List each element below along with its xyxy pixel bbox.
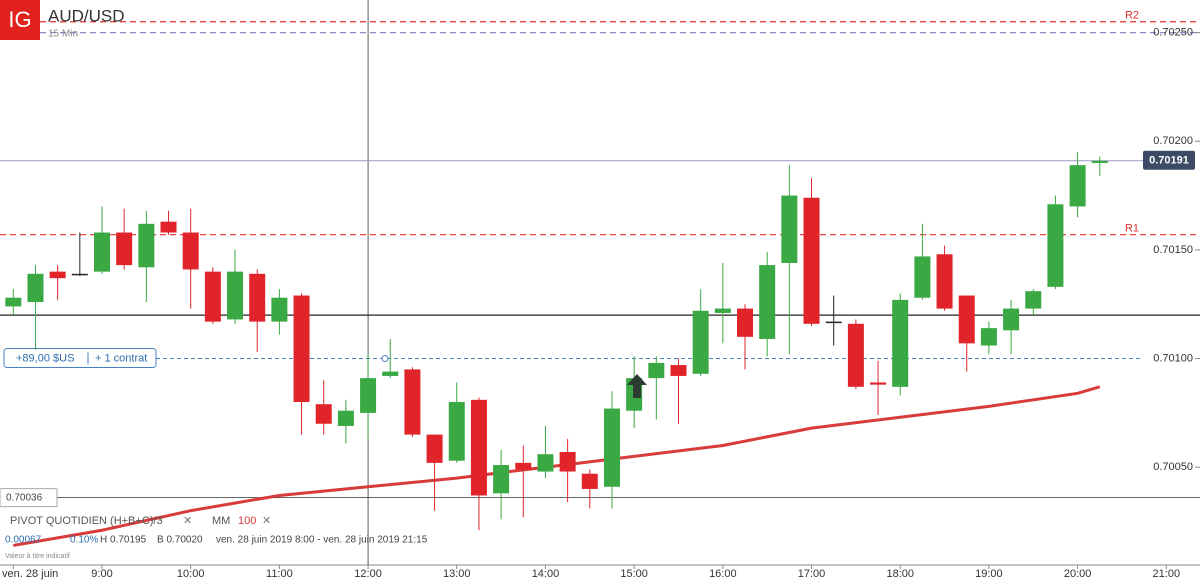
x-tick-label: 10:00 (177, 568, 205, 580)
position-size: + 1 contrat (95, 352, 147, 364)
candle-body (182, 232, 199, 270)
change: 0.00067 (5, 535, 42, 546)
candle-body (515, 462, 532, 470)
candle-body (1003, 308, 1020, 331)
candle-body (1091, 160, 1108, 163)
candle-body (980, 328, 997, 346)
candle-body (914, 256, 931, 298)
candle-body (293, 295, 310, 403)
close-icon[interactable]: ✕ (262, 515, 271, 527)
range: ven. 28 juin 2019 8:00 - ven. 28 juin 20… (216, 535, 428, 546)
candle-body (116, 232, 133, 266)
candle-body (559, 452, 576, 472)
candle-body (271, 297, 288, 322)
x-tick-label: 14:00 (532, 568, 560, 580)
ma-label: MM (212, 515, 230, 527)
candle-body (537, 454, 554, 472)
candle-body (315, 404, 332, 424)
candle-body (227, 271, 244, 320)
candle-body (759, 265, 776, 339)
candle-body (382, 371, 399, 376)
candle-body (49, 271, 66, 279)
candle-body (603, 408, 620, 487)
candle-body (71, 273, 88, 276)
x-tick-label: 12:00 (354, 568, 382, 580)
candle-body (737, 308, 754, 337)
x-tick-label: 19:00 (975, 568, 1003, 580)
y-tick-label: 0.70250 (1153, 27, 1193, 39)
candle-body (692, 310, 709, 374)
position-pnl: +89,00 $US (16, 352, 74, 364)
crosshair-label-box (0, 488, 58, 508)
candle-body (470, 399, 487, 496)
x-tick-label: 17:00 (798, 568, 826, 580)
y-tick-label: 0.70200 (1153, 135, 1193, 147)
candle-body (448, 402, 465, 461)
candle-body (493, 465, 510, 494)
disclaimer: Valeur à titre indicatif (5, 553, 70, 560)
candle-body (958, 295, 975, 344)
x-tick-label: 9:00 (91, 568, 112, 580)
chart-title: AUD/USD (48, 6, 125, 25)
position-entry (381, 355, 389, 363)
candle-body (1047, 204, 1064, 287)
candle-body (249, 273, 266, 322)
candle-body (670, 365, 687, 376)
x-tick-label: 11:00 (266, 568, 293, 580)
candle-body (337, 410, 354, 426)
ma-period: 100 (238, 515, 256, 527)
candle-body (426, 434, 443, 463)
candle-body (781, 195, 798, 263)
last-price-box (1143, 150, 1195, 170)
x-tick-label: ven. 28 juin (2, 568, 58, 580)
low: B 0.70020 (157, 535, 203, 546)
candle-body (1069, 165, 1086, 207)
candle-body (581, 473, 598, 489)
crosshair-label: 0.70036 (6, 492, 43, 503)
y-tick-label: 0.70100 (1153, 352, 1193, 364)
level-label: R2 (1125, 10, 1139, 22)
moving-average (13, 385, 1101, 547)
y-tick-label: 0.70050 (1153, 461, 1193, 473)
candle-body (648, 362, 665, 379)
candle-body (803, 197, 820, 324)
candle-body (825, 321, 842, 324)
trade-arrow (627, 374, 647, 398)
candle-body (204, 271, 221, 322)
candle-body (714, 308, 731, 313)
candle-body (892, 299, 909, 387)
x-tick-label: 13:00 (443, 568, 471, 580)
close-icon[interactable]: ✕ (183, 515, 192, 527)
candle-body (27, 273, 44, 303)
high: H 0.70195 (100, 535, 147, 546)
x-tick-label: 18:00 (886, 568, 914, 580)
candle-body (1025, 291, 1042, 309)
change-pct: 0.10% (70, 535, 98, 546)
x-tick-label: 20:00 (1064, 568, 1092, 580)
logo: IG (8, 7, 31, 32)
x-tick-label: 21:00 (1153, 568, 1181, 580)
x-tick-label: 15:00 (620, 568, 648, 580)
candle-body (160, 221, 177, 233)
candle-body (360, 378, 377, 413)
candle-body (138, 223, 155, 268)
logo-box (0, 0, 40, 40)
last-price-label: 0.70191 (1149, 155, 1189, 167)
position-box (3, 348, 157, 369)
level-label: R1 (1125, 223, 1139, 235)
x-tick-label: 16:00 (709, 568, 737, 580)
candle-body (936, 254, 953, 309)
candle-body (870, 382, 887, 385)
candle-body (847, 323, 864, 387)
candle-body (404, 369, 421, 435)
candle-body (5, 297, 22, 307)
candle-body (93, 232, 110, 272)
y-tick-label: 0.70150 (1153, 244, 1193, 256)
pivot-label: PIVOT QUOTIDIEN (H+B+C)/3 (10, 515, 163, 527)
timeframe: 15 Min (48, 29, 78, 40)
